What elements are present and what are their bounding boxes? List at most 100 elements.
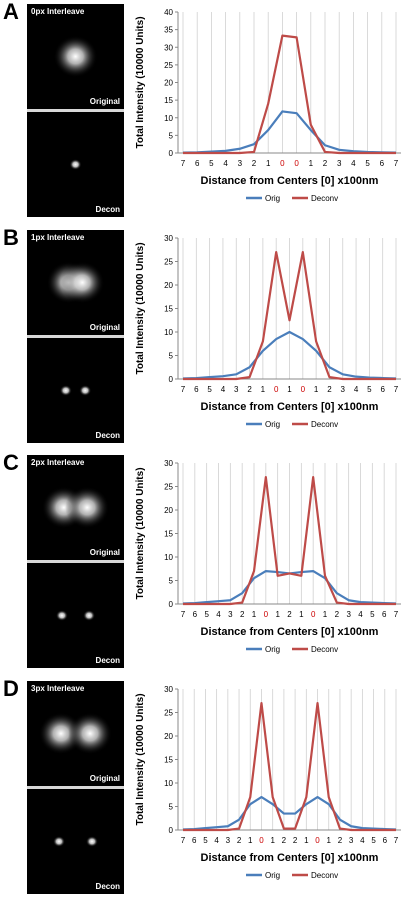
original-image-canvas [53,35,98,78]
x-tick-label: 5 [204,610,209,619]
y-tick-label: 30 [164,685,173,694]
y-tick-label: 0 [169,375,174,384]
y-tick-label: 10 [164,779,173,788]
y-tick-label: 25 [164,709,173,718]
panel-letter: B [3,225,19,250]
decon-image: Decon [27,563,124,668]
y-tick-label: 15 [164,305,173,314]
x-tick-label: 1 [323,610,328,619]
decon-spot [53,836,66,847]
panel-letter: C [3,450,19,475]
series-line-deconv [183,476,396,606]
decon-spot [85,836,98,847]
panel-letter: D [3,676,19,701]
x-axis-label: Distance from Centers [0] x100nm [201,175,379,187]
image-divider [27,335,124,338]
x-axis-label: Distance from Centers [0] x100nm [201,626,379,638]
decon-spot [79,385,92,396]
original-spot [53,35,98,78]
x-tick-label: 3 [337,159,342,168]
decon-label: Decon [95,656,120,665]
x-tick-label: 1 [261,385,266,394]
x-tick-label: 6 [194,385,199,394]
series-line-deconv [183,702,396,832]
x-tick-label: 3 [238,159,243,168]
x-tick-label: 7 [394,159,399,168]
x-tick-label: 4 [223,159,228,168]
x-tick-label: 4 [360,836,365,845]
original-image: 2px Interleave Original [27,455,124,560]
x-tick-label: 1 [299,610,304,619]
y-tick-label: 30 [164,234,173,243]
y-tick-label: 10 [164,553,173,562]
x-tick-label: 4 [216,610,221,619]
x-tick-label: 6 [195,159,200,168]
x-tick-label: 7 [181,836,186,845]
x-tick-label: 0 [274,385,279,394]
x-tick-label: 3 [346,610,351,619]
x-tick-label: 5 [367,385,372,394]
legend-label-deconv: Deconv [311,645,338,654]
y-tick-label: 15 [164,756,173,765]
legend-label-deconv: Deconv [311,194,338,203]
image-divider [27,786,124,789]
x-tick-label: 0 [315,836,320,845]
x-tick-label: 2 [240,610,245,619]
original-spot [68,712,113,755]
panel-letter: A [3,0,19,24]
y-tick-label: 5 [169,577,174,586]
decon-image-canvas [55,610,96,621]
decon-image-canvas [69,159,82,170]
decon-image: Decon [27,789,124,894]
x-tick-label: 4 [354,385,359,394]
x-tick-label: 1 [266,159,271,168]
x-tick-label: 6 [193,610,198,619]
x-tick-label: 7 [181,159,186,168]
legend-label-deconv: Deconv [311,871,338,880]
interleave-label: 3px Interleave [31,684,85,693]
x-tick-label: 4 [351,159,356,168]
decon-image: Decon [27,112,124,217]
x-tick-label: 7 [181,610,186,619]
y-tick-label: 30 [164,459,173,468]
interleave-label: 0px Interleave [31,7,85,16]
y-tick-label: 20 [164,281,173,290]
original-label: Original [89,548,120,557]
x-tick-label: 1 [304,836,309,845]
x-tick-label: 1 [309,159,314,168]
y-tick-label: 20 [164,732,173,741]
y-tick-label: 15 [164,96,173,105]
x-tick-label: 0 [294,159,299,168]
x-tick-label: 6 [192,836,197,845]
y-tick-label: 10 [164,328,173,337]
original-image-canvas [38,712,113,755]
x-tick-label: 2 [237,836,242,845]
x-tick-label: 2 [293,836,298,845]
x-tick-label: 5 [371,836,376,845]
panel-b: B 1px Interleave Original Decon 0 5 10 15 20 25 30… [0,225,411,448]
y-tick-label: 25 [164,61,173,70]
y-tick-label: 25 [164,483,173,492]
x-tick-label: 1 [314,385,319,394]
x-tick-label: 5 [365,159,370,168]
x-tick-label: 1 [275,610,280,619]
microscopy-images: 2px Interleave Original Decon [27,455,124,668]
original-label: Original [89,774,120,783]
x-tick-label: 6 [382,610,387,619]
decon-image-canvas [53,836,98,847]
decon-spot [69,159,82,170]
y-axis-label: Total Intensity (10000 Units) [135,16,146,148]
x-tick-label: 1 [270,836,275,845]
interleave-label: 1px Interleave [31,233,85,242]
image-divider [27,109,124,112]
y-tick-label: 25 [164,258,173,267]
x-tick-label: 7 [394,836,399,845]
y-tick-label: 15 [164,530,173,539]
y-tick-label: 5 [169,803,174,812]
microscopy-images: 1px Interleave Original Decon [27,230,124,443]
x-tick-label: 2 [338,836,343,845]
x-tick-label: 2 [323,159,328,168]
decon-image: Decon [27,338,124,443]
